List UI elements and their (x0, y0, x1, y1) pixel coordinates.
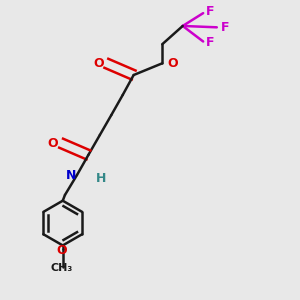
Text: F: F (221, 21, 229, 34)
Text: O: O (48, 137, 58, 150)
Text: O: O (93, 57, 104, 70)
Text: H: H (96, 172, 106, 184)
Text: F: F (206, 36, 214, 50)
Text: CH₃: CH₃ (50, 263, 73, 273)
Text: O: O (167, 57, 178, 70)
Text: F: F (206, 5, 214, 18)
Text: O: O (56, 244, 67, 256)
Text: N: N (66, 169, 76, 182)
